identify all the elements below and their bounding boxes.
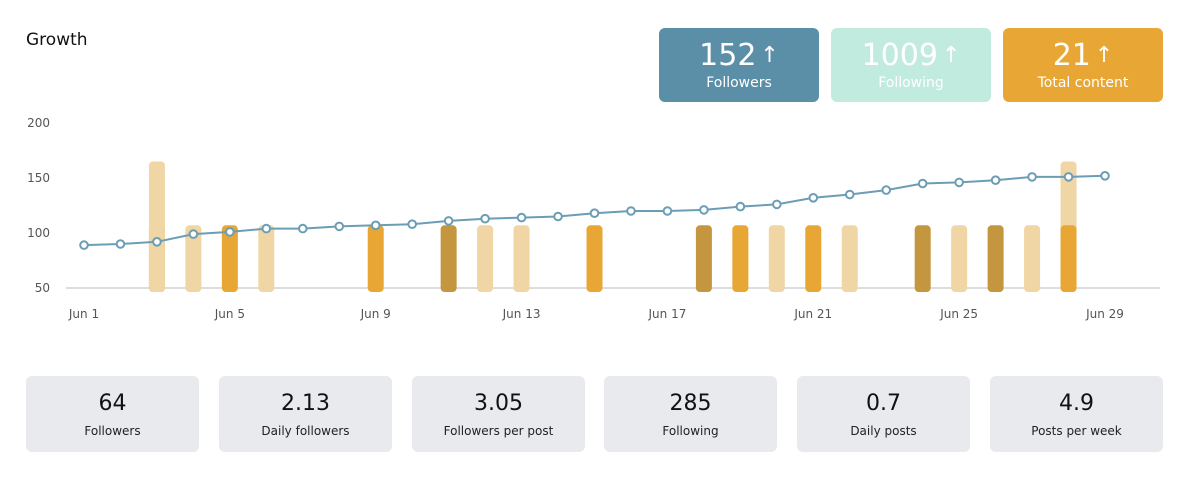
content-bar [367, 225, 384, 292]
content-bar [914, 225, 931, 292]
followers-point[interactable] [699, 205, 709, 215]
followers-point[interactable] [881, 185, 892, 195]
stat-value: 64 [98, 391, 127, 416]
followers-point[interactable] [480, 213, 490, 224]
followers-point[interactable] [1063, 172, 1074, 182]
followers-point[interactable] [370, 220, 381, 231]
content-bar [258, 225, 275, 292]
followers-point[interactable] [115, 239, 126, 249]
y-tick-label: 200 [27, 116, 50, 130]
y-tick-label: 100 [27, 226, 50, 240]
content-bar [1024, 225, 1041, 292]
stat-value: 3.05 [474, 391, 523, 416]
arrow-up-icon: ↑ [1094, 43, 1114, 68]
stat-card-followers: 64 Followers [26, 376, 199, 452]
followers-point[interactable] [772, 199, 782, 210]
followers-point[interactable] [808, 193, 819, 203]
following-kpi-value: 1009 [861, 38, 938, 73]
stat-card-following: 285 Following [604, 376, 777, 452]
followers-point[interactable] [1027, 172, 1037, 182]
followers-kpi-card[interactable]: 152 ↑ Followers [659, 28, 819, 102]
x-tick-label: Jun 29 [1085, 307, 1124, 321]
x-tick-label: Jun 21 [793, 307, 832, 321]
followers-point[interactable] [662, 206, 673, 216]
followers-point[interactable] [553, 211, 563, 222]
y-tick-label: 50 [35, 281, 50, 295]
arrow-up-icon: ↑ [941, 43, 961, 68]
x-tick-label: Jun 25 [939, 307, 978, 321]
x-tick-label: Jun 17 [648, 307, 687, 321]
total-content-kpi-value: 21 [1052, 38, 1091, 73]
followers-point[interactable] [188, 229, 199, 239]
followers-point[interactable] [589, 208, 600, 218]
followers-line-series [79, 171, 1110, 250]
stat-card-daily-posts: 0.7 Daily posts [797, 376, 970, 452]
followers-point[interactable] [152, 237, 162, 247]
content-bar [768, 225, 785, 292]
followers-point[interactable] [917, 178, 928, 189]
x-tick-label: Jun 9 [360, 307, 391, 321]
stat-label: Posts per week [1031, 424, 1122, 438]
content-bar [513, 225, 530, 292]
stat-label: Daily followers [261, 424, 350, 438]
followers-point[interactable] [990, 175, 1001, 185]
content-bar [987, 225, 1004, 292]
followers-point[interactable] [735, 201, 746, 212]
stat-card-posts-per-week: 4.9 Posts per week [990, 376, 1163, 452]
stat-card-daily-followers: 2.13 Daily followers [219, 376, 392, 452]
arrow-up-icon: ↑ [760, 43, 779, 68]
x-tick-label: Jun 1 [68, 307, 99, 321]
x-tick-label: Jun 13 [502, 307, 541, 321]
followers-point[interactable] [334, 221, 345, 232]
x-tick-label: Jun 5 [214, 307, 245, 321]
content-bar [440, 225, 457, 292]
content-bar [951, 225, 968, 292]
stat-card-followers-per-post: 3.05 Followers per post [412, 376, 585, 452]
y-axis: 50 100 150 200 [27, 116, 1160, 295]
stat-value: 0.7 [866, 391, 901, 416]
following-kpi-card[interactable]: 1009 ↑ Following [831, 28, 991, 102]
stat-label: Followers [84, 424, 141, 438]
content-bar [695, 225, 712, 292]
content-bar [148, 161, 165, 292]
followers-point[interactable] [954, 177, 964, 188]
x-axis: Jun 1 Jun 5 Jun 9 Jun 13 Jun 17 Jun 21 Jun 25 J… [68, 307, 1124, 321]
followers-point[interactable] [261, 223, 272, 234]
content-bar [477, 225, 494, 292]
content-bars [148, 161, 1077, 292]
content-bar [732, 225, 749, 292]
total-content-kpi-label: Total content [1037, 75, 1129, 91]
followers-point[interactable] [844, 189, 855, 200]
followers-point[interactable] [626, 206, 636, 216]
content-bar [586, 225, 603, 292]
content-bar [805, 225, 822, 292]
followers-point[interactable] [297, 223, 308, 234]
stat-label: Daily posts [850, 424, 917, 438]
followers-point[interactable] [443, 216, 454, 226]
followers-kpi-label: Followers [706, 75, 772, 91]
content-bar [1060, 225, 1077, 292]
followers-point[interactable] [1100, 171, 1110, 181]
content-bar [185, 225, 202, 292]
followers-point[interactable] [516, 212, 527, 223]
followers-point[interactable] [79, 240, 89, 250]
stat-value: 285 [669, 391, 712, 416]
stat-value: 2.13 [281, 391, 330, 416]
stat-value: 4.9 [1059, 391, 1094, 416]
stat-label: Following [662, 424, 719, 438]
page-title: Growth [26, 30, 88, 50]
stat-label: Followers per post [443, 424, 554, 438]
followers-point[interactable] [225, 227, 235, 237]
content-bar [221, 225, 238, 292]
followers-point[interactable] [407, 219, 417, 229]
y-tick-label: 150 [27, 171, 50, 185]
content-bar [841, 225, 858, 292]
total-content-kpi-card[interactable]: 21 ↑ Total content [1003, 28, 1163, 102]
followers-kpi-value: 152 [699, 38, 757, 73]
following-kpi-label: Following [878, 75, 944, 91]
